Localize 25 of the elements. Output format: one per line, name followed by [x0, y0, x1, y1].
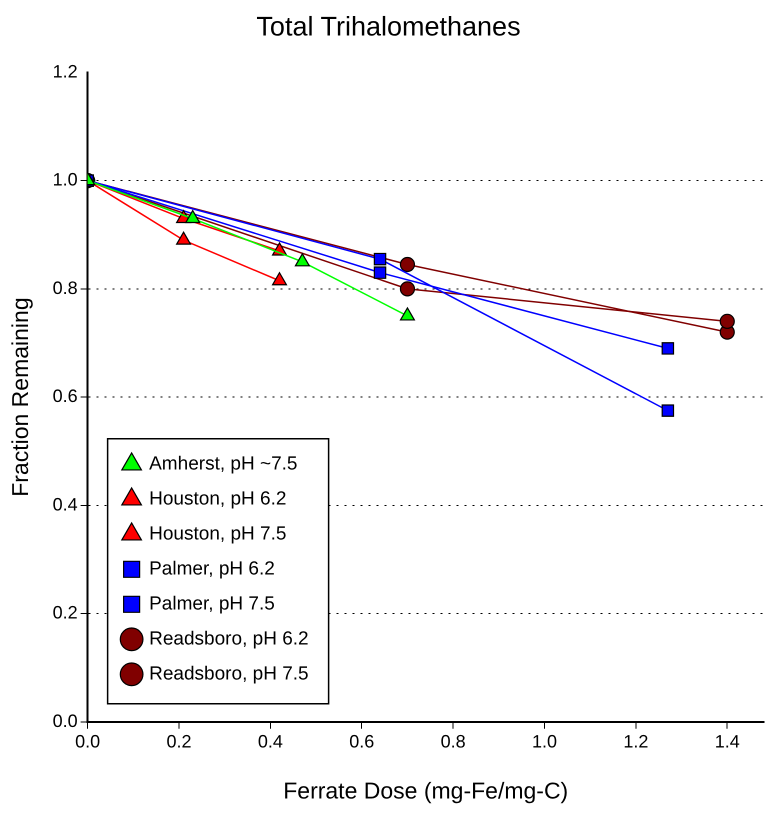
legend-label: Palmer, pH 7.5: [149, 594, 275, 615]
x-tick-label: 0.4: [258, 732, 283, 752]
y-tick-label: 0.8: [52, 278, 78, 298]
x-tick-label: 1.2: [623, 732, 648, 752]
x-tick-label: 1.0: [532, 732, 558, 752]
y-tick-label: 1.2: [52, 61, 78, 82]
legend-label: Palmer, pH 6.2: [149, 558, 275, 580]
legend-label: Readsboro, pH 6.2: [149, 628, 309, 650]
x-tick-label: 0.2: [166, 732, 192, 752]
y-tick-label: 0.0: [52, 710, 78, 731]
legend-label: Houston, pH 7.5: [149, 524, 286, 545]
legend-label: Houston, pH 6.2: [149, 488, 286, 510]
y-tick-label: 0.4: [52, 494, 78, 514]
y-tick-label: 0.6: [52, 386, 78, 406]
legend-label: Amherst, pH ~7.5: [149, 454, 298, 475]
x-axis-title: Ferrate Dose (mg-Fe/mg-C): [283, 778, 568, 804]
y-tick-label: 1.0: [52, 170, 78, 190]
chart-title: Total Trihalomethanes: [256, 12, 521, 42]
x-tick-label: 0.0: [75, 732, 100, 752]
x-tick-label: 0.6: [349, 732, 374, 752]
y-tick-label: 0.2: [52, 602, 78, 623]
legend-label: Readsboro, pH 7.5: [149, 664, 309, 685]
y-axis-title: Fraction Remaining: [7, 297, 34, 497]
x-tick-label: 1.4: [714, 732, 740, 752]
x-tick-label: 0.8: [440, 732, 466, 752]
